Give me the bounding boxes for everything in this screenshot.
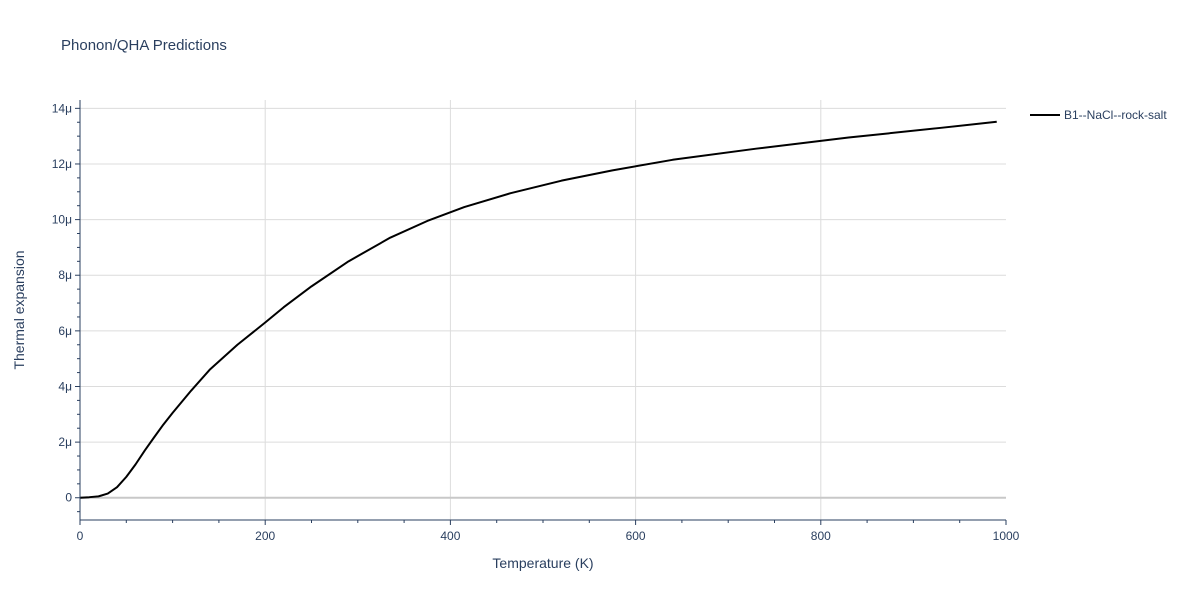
x-tick-label: 600 <box>626 529 646 543</box>
y-axis: 0 2μ 4μ 6μ 8μ 10μ 12μ 14μ <box>52 100 81 520</box>
grid <box>80 100 1006 520</box>
y-tick-label: 14μ <box>52 101 72 115</box>
y-tick-label: 0 <box>65 491 72 505</box>
y-tick-label: 2μ <box>58 435 72 449</box>
y-tick-label: 8μ <box>58 268 72 282</box>
plot-area <box>79 120 997 499</box>
x-axis: 0 200 400 600 800 1000 <box>77 519 1020 543</box>
chart-title: Phonon/QHA Predictions <box>61 37 227 54</box>
y-tick-label: 10μ <box>52 213 72 227</box>
x-tick-label: 0 <box>77 529 84 543</box>
y-tick-label: 6μ <box>58 324 72 338</box>
y-tick-label: 12μ <box>52 157 72 171</box>
series-line <box>79 120 997 499</box>
x-tick-label: 1000 <box>993 529 1020 543</box>
y-tick-label: 4μ <box>58 379 72 393</box>
legend[interactable]: B1--NaCl--rock-salt <box>1030 108 1167 122</box>
y-axis-title: Thermal expansion <box>11 250 27 369</box>
x-tick-label: 200 <box>255 529 275 543</box>
x-tick-label: 800 <box>811 529 831 543</box>
legend-label[interactable]: B1--NaCl--rock-salt <box>1064 108 1167 122</box>
x-tick-label: 400 <box>440 529 460 543</box>
x-axis-title: Temperature (K) <box>492 555 593 571</box>
